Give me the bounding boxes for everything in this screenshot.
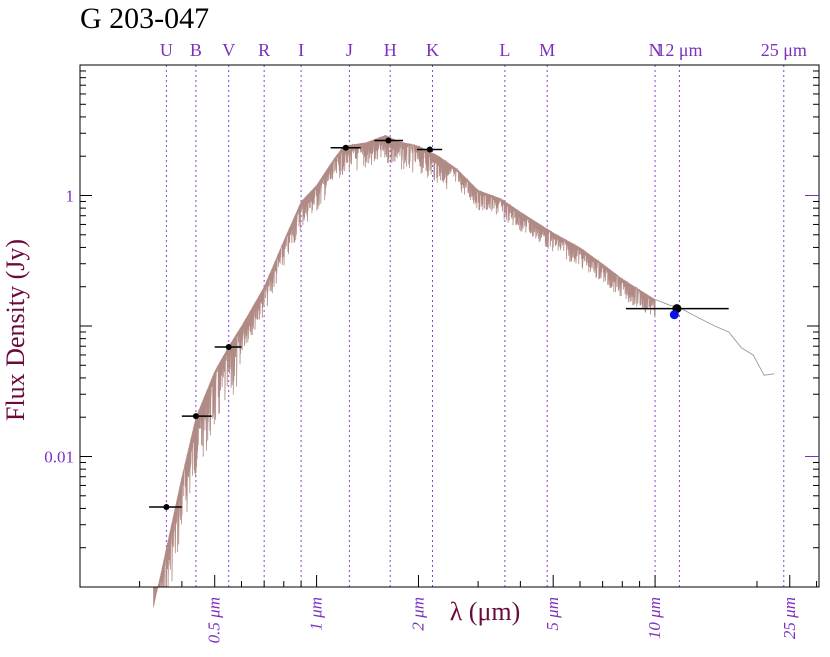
photometry-points bbox=[149, 137, 729, 511]
y-tick-label: 1 bbox=[66, 187, 75, 206]
photometry-point bbox=[426, 146, 433, 153]
plot-frame bbox=[79, 64, 820, 588]
y-tick-label: 0.01 bbox=[44, 448, 74, 467]
photometry-point bbox=[385, 137, 392, 144]
band-label: M bbox=[539, 40, 555, 60]
band-label: U bbox=[160, 40, 173, 60]
x-tick-label: 0.5 μm bbox=[205, 597, 224, 643]
photometry-point bbox=[342, 144, 349, 151]
y-ticks: 10.01 bbox=[44, 70, 819, 588]
band-label: V bbox=[222, 40, 235, 60]
x-ticks: 0.5 μm 1 μm 2 μm 5 μm 10 μm 25 μm bbox=[139, 575, 818, 643]
band-lines: U B V R I J H K L M N12 μm 25 μm bbox=[160, 40, 807, 587]
x-tick-label: 10 μm bbox=[645, 597, 664, 639]
x-tick-label: 5 μm bbox=[543, 597, 562, 631]
band-label: 25 μm bbox=[761, 40, 807, 60]
band-label: K bbox=[426, 40, 439, 60]
band-label: N bbox=[649, 40, 662, 60]
photometry-point bbox=[192, 413, 199, 420]
band-label: L bbox=[499, 40, 510, 60]
band-label: J bbox=[346, 40, 353, 60]
x-axis-label: λ (μm) bbox=[450, 597, 521, 626]
x-tick-label: 2 μm bbox=[408, 597, 427, 631]
band-label: H bbox=[384, 40, 397, 60]
band-label: R bbox=[258, 40, 270, 60]
highlighted-point bbox=[669, 310, 679, 320]
band-label: B bbox=[190, 40, 202, 60]
model-spectrum bbox=[153, 134, 775, 608]
y-axis-label: Flux Density (Jy) bbox=[1, 239, 30, 421]
photometry-point bbox=[163, 504, 170, 511]
model-spectrum-line bbox=[153, 134, 656, 608]
band-label: 12 μm bbox=[656, 40, 702, 60]
x-tick-label: 1 μm bbox=[307, 597, 326, 631]
photometry-point bbox=[225, 344, 232, 351]
band-label: I bbox=[298, 40, 304, 60]
x-tick-label: 25 μm bbox=[780, 597, 799, 639]
chart-title: G 203-047 bbox=[80, 2, 209, 35]
